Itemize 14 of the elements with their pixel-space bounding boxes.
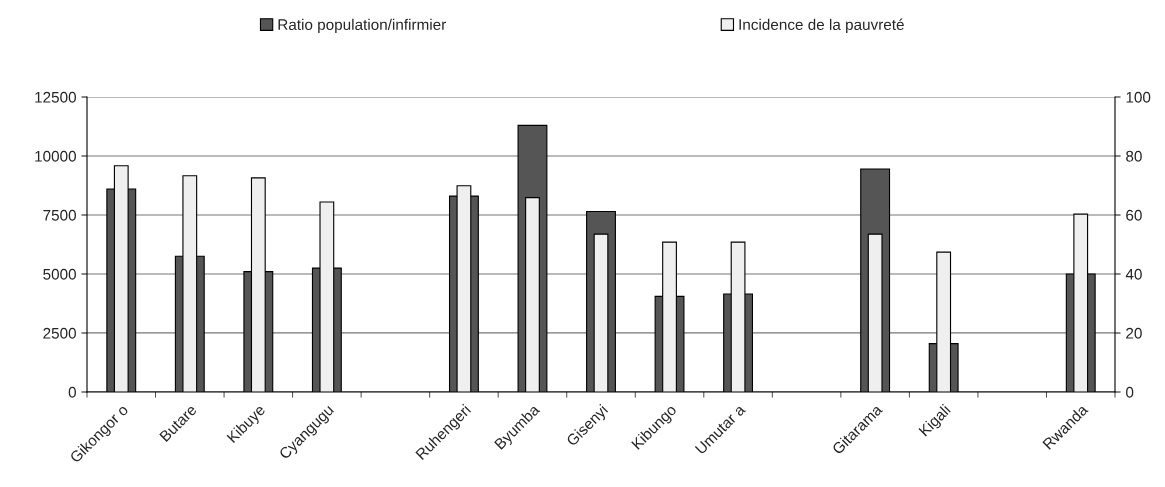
y2-tick-label: 100 xyxy=(1126,91,1151,103)
legend-label: Ratio population/infirmier xyxy=(278,18,447,34)
legend-label: Incidence de la pauvreté xyxy=(739,18,904,34)
y2-tick-label: 20 xyxy=(1126,327,1142,339)
y2-tick-label: 0 xyxy=(1126,386,1134,398)
y2-tick-label: 40 xyxy=(1125,268,1142,280)
y2-tick-label: 80 xyxy=(1126,150,1142,162)
y-tick-label: 12500 xyxy=(35,91,76,103)
y-tick-label: 7500 xyxy=(43,209,76,221)
y-tick-label: 5000 xyxy=(43,268,76,280)
y-tick-label: 0 xyxy=(68,386,76,398)
y-tick-label: 10000 xyxy=(35,150,76,162)
y-tick-label: 2500 xyxy=(43,327,76,339)
y2-tick-label: 60 xyxy=(1126,209,1142,221)
